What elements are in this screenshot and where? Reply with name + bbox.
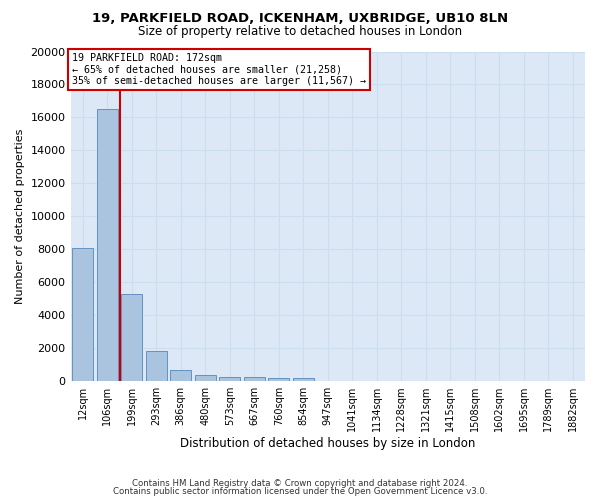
Bar <box>73 248 93 381</box>
Bar <box>170 370 191 381</box>
Bar <box>146 350 167 381</box>
Bar <box>244 378 265 381</box>
Text: 19 PARKFIELD ROAD: 172sqm
← 65% of detached houses are smaller (21,258)
35% of s: 19 PARKFIELD ROAD: 172sqm ← 65% of detac… <box>72 53 366 86</box>
Text: Size of property relative to detached houses in London: Size of property relative to detached ho… <box>138 25 462 38</box>
Text: 19, PARKFIELD ROAD, ICKENHAM, UXBRIDGE, UB10 8LN: 19, PARKFIELD ROAD, ICKENHAM, UXBRIDGE, … <box>92 12 508 26</box>
Bar <box>195 375 215 381</box>
Bar <box>121 294 142 381</box>
Text: Contains HM Land Registry data © Crown copyright and database right 2024.: Contains HM Land Registry data © Crown c… <box>132 478 468 488</box>
Bar <box>97 109 118 381</box>
X-axis label: Distribution of detached houses by size in London: Distribution of detached houses by size … <box>180 437 475 450</box>
Bar <box>220 376 240 381</box>
Bar <box>268 378 289 381</box>
Text: Contains public sector information licensed under the Open Government Licence v3: Contains public sector information licen… <box>113 487 487 496</box>
Y-axis label: Number of detached properties: Number of detached properties <box>15 128 25 304</box>
Bar <box>293 378 314 381</box>
